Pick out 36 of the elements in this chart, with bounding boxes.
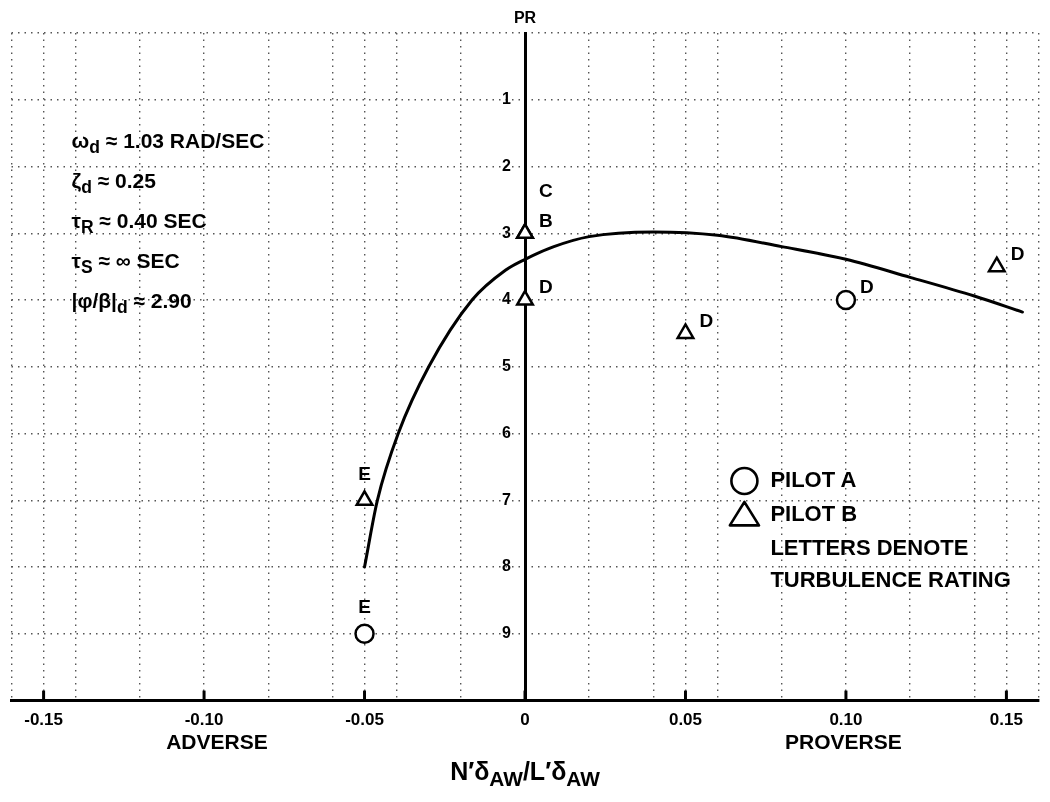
y-tick-label: 3 [502,223,512,241]
annotation: ζ$_{d}$ ≈ 0.25 [71,168,157,200]
annotation: τ$_{R}$ ≈ 0.40 SEC [71,208,208,240]
x-tick-label: 0.05 [668,710,703,730]
annotation: LETTERS DENOTE TURBULENCE RATING [770,535,1011,592]
data-label: E [358,596,371,618]
legend-label: PILOT B [770,501,858,526]
data-label: C [539,179,553,201]
y-axis-title: PR [513,9,537,27]
annotation: τ$_{S}$ ≈ ∞ SEC [71,248,181,280]
text: ADVERSE [166,730,268,754]
y-tick-label: 2 [502,156,512,174]
x-tick-label: 0 [520,710,530,730]
x-tick-label: 0.10 [829,710,863,730]
annotation: ω$_{d}$ ≈ 1.03 RAD/SEC [71,128,265,160]
data-label: D [859,276,874,298]
y-tick-label: 7 [502,490,512,508]
legend-label: PILOT A [770,467,857,492]
x-tick-label: -0.10 [184,710,224,730]
x-tick-label: -0.05 [345,710,384,730]
y-tick-label: 5 [502,357,512,375]
y-tick-label: 8 [502,557,512,575]
y-tick-label: 4 [502,290,512,308]
y-tick-label: 1 [502,90,512,108]
y-tick-label: 9 [502,624,512,642]
x-tick-label: -0.15 [24,710,63,730]
data-label: B [539,209,553,231]
annotation: |φ/β|$_{d}$ ≈ 2.90 [71,288,193,320]
x-axis-title: N′δ$_{AW}$/L′δ$_{AW}$ [450,756,600,791]
data-label: D [1010,242,1025,264]
x-tick-label: 0.15 [989,710,1023,730]
data-label: D [699,309,714,331]
text: PROVERSE [785,730,902,754]
data-label: E [358,462,371,484]
y-tick-label: 6 [502,423,512,441]
data-label: D [539,276,553,298]
